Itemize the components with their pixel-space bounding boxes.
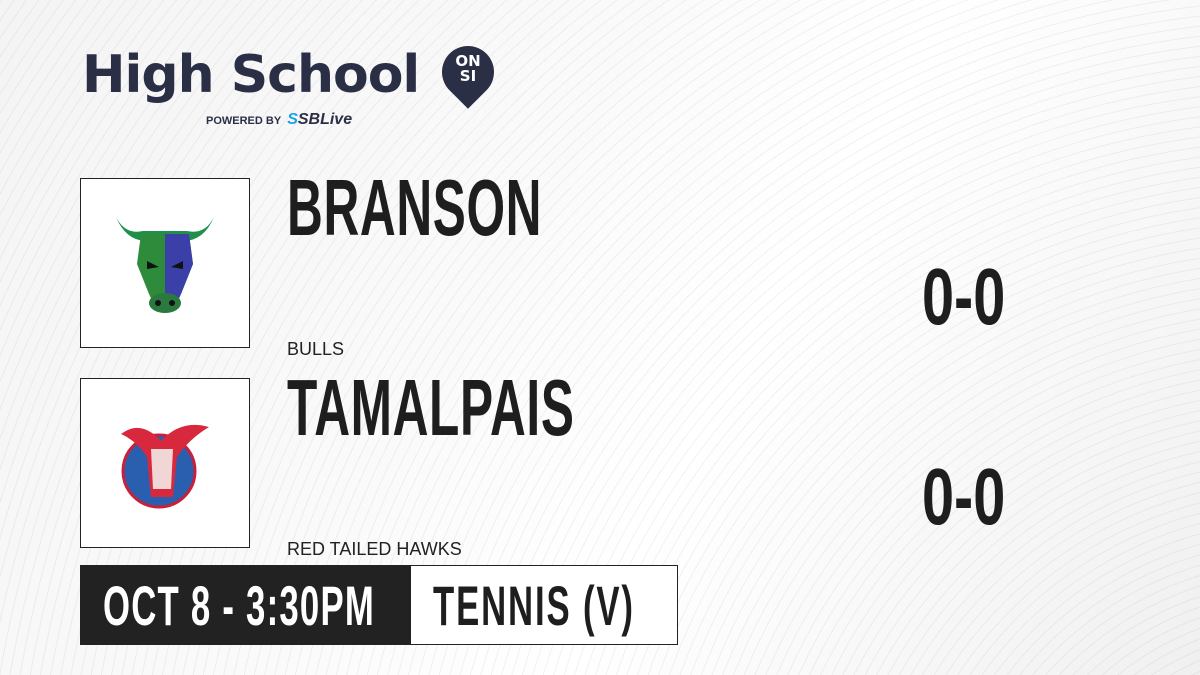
team-name-branson: BRANSON [287,163,543,252]
sblive-text: SBLive [297,111,353,128]
event-sport: TENNIS (V) [433,574,635,637]
bull-logo-icon [116,217,214,313]
team-mascot-tamalpais: RED TAILED HAWKS [287,539,462,559]
event-datetime: OCT 8 - 3:30PM [103,574,376,637]
badge-on: ON [455,52,481,70]
score-tamalpais: 0-0 [922,452,1006,541]
badge-si: SI [459,67,477,85]
event-datetime-panel: OCT 8 - 3:30PM [81,566,411,644]
sblive-logo: SSBLive [287,111,353,128]
powered-by: POWERED BY SSBLive [206,111,352,129]
event-info-bar: OCT 8 - 3:30PM TENNIS (V) [80,565,678,645]
score-branson: 0-0 [922,252,1006,341]
team-name-tamalpais: TAMALPAIS [287,363,575,452]
branson-logo-box [80,178,250,348]
powered-by-label: POWERED BY [206,115,282,127]
logo-badge: ON SI [442,54,494,84]
tamalpais-logo-box [80,378,250,548]
hawk-logo-icon [121,424,209,509]
team-mascot-branson: BULLS [287,339,345,359]
logo-title: High School [82,45,420,105]
